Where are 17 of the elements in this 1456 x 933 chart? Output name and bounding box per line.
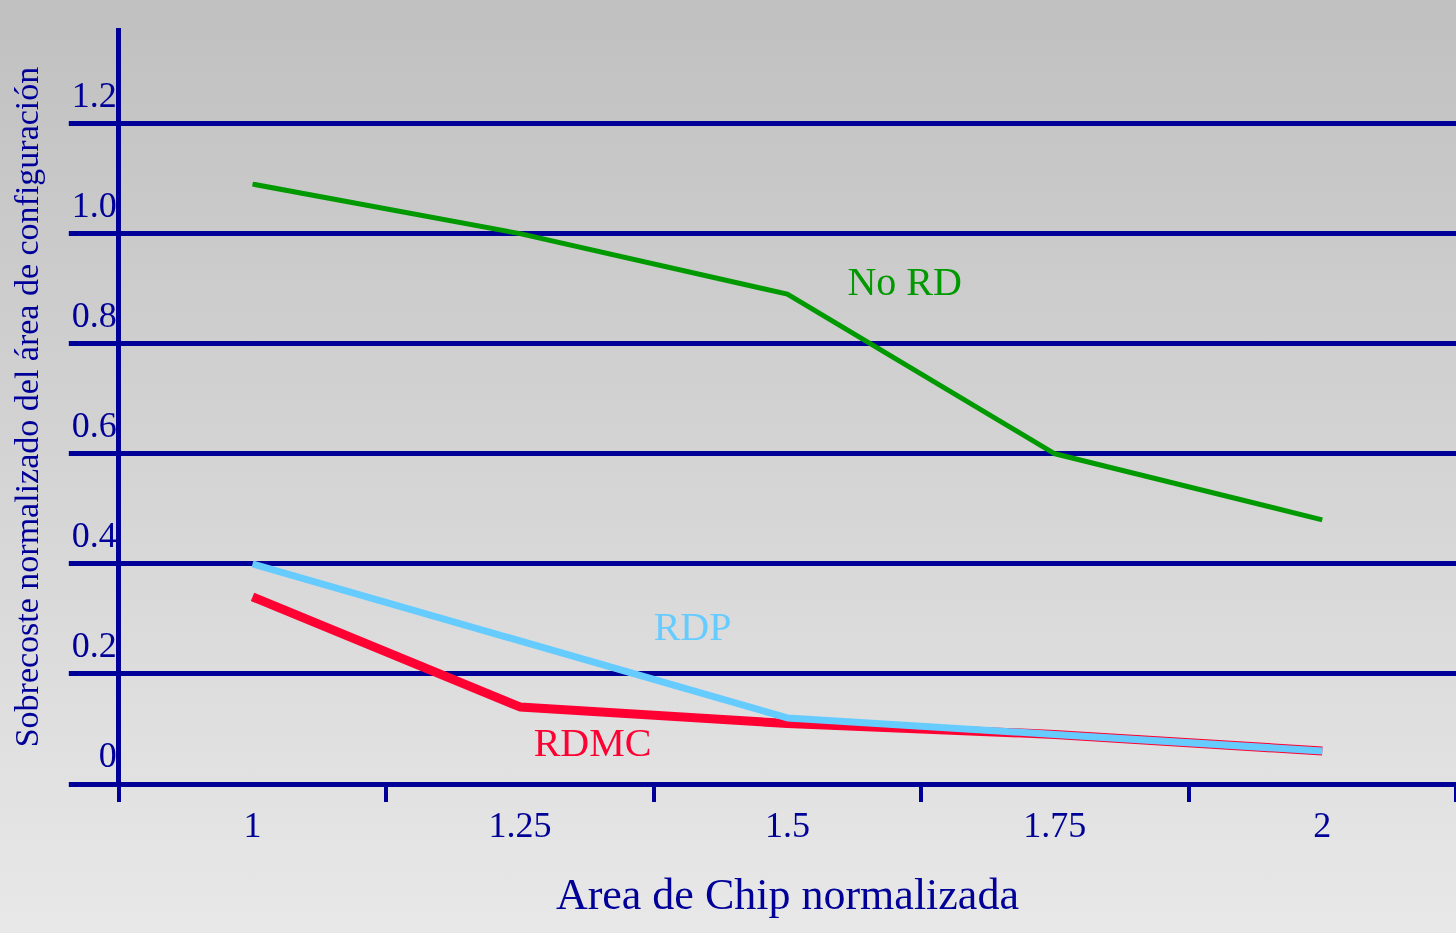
x-tick-label: 2: [1313, 805, 1332, 846]
y-axis-title: Sobrecoste normalizado del área de configuración: [8, 66, 46, 748]
y-tick-label: 0.8: [71, 295, 117, 336]
y-tick-label: 0: [98, 735, 117, 776]
x-tick-label: 1.5: [764, 805, 810, 846]
series-label: RDMC: [533, 719, 652, 765]
x-tick-label: 1: [243, 805, 262, 846]
y-tick-label: 0.6: [71, 405, 117, 446]
x-axis-title: Area de Chip normalizada: [555, 870, 1019, 920]
y-tick-label: 1.0: [71, 185, 117, 226]
y-tick-label: 1.2: [71, 75, 117, 116]
series-label: No RD: [847, 258, 962, 304]
x-tick-label: 1.75: [1023, 805, 1087, 846]
y-tick-label: 0.4: [71, 515, 117, 556]
y-tick-label: 0.2: [71, 625, 117, 666]
x-tick-label: 1.25: [488, 805, 552, 846]
series-label: RDP: [653, 603, 732, 649]
